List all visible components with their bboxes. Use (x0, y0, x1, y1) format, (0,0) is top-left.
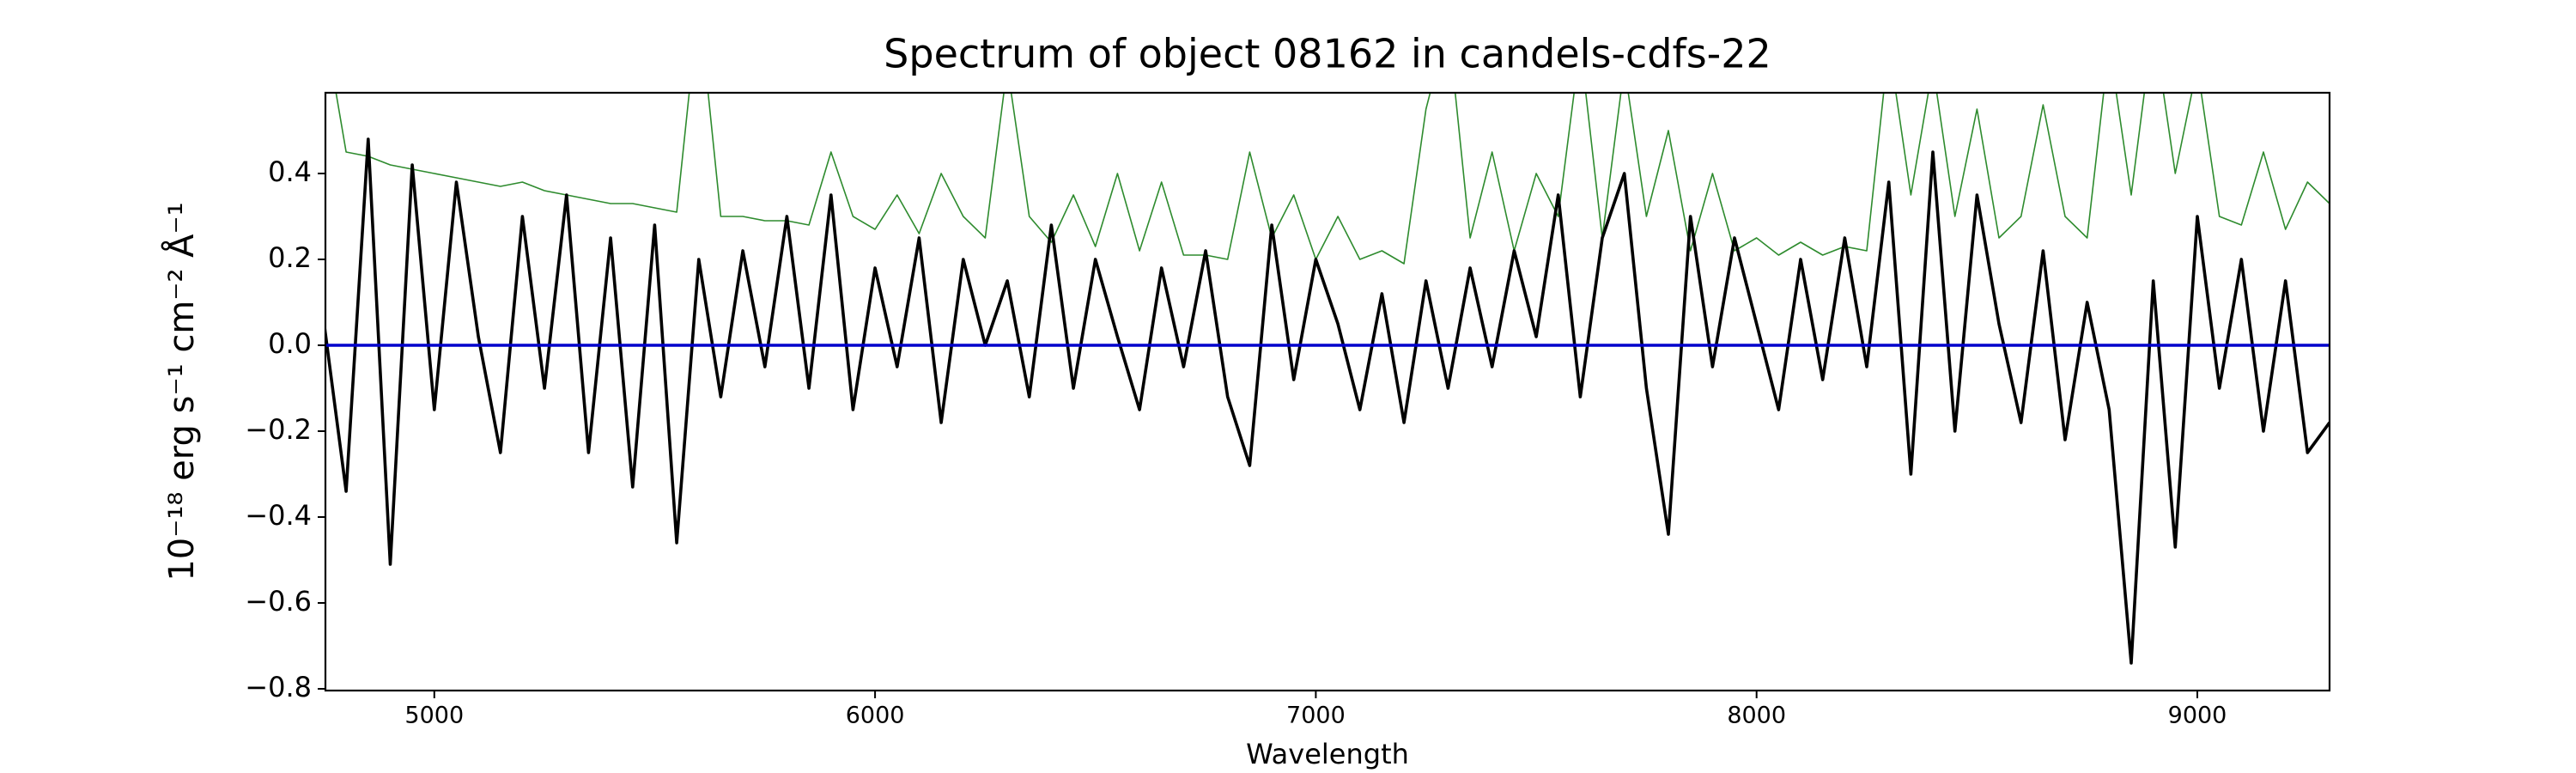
y-tick-label: −0.2 (245, 413, 312, 446)
y-tick-label: −0.4 (245, 499, 312, 532)
chart-title: Spectrum of object 08162 in candels-cdfs… (884, 31, 1771, 77)
spectrum-line (335, 93, 2330, 265)
x-tick-label: 5000 (404, 703, 464, 729)
axes-frame (324, 91, 2331, 692)
y-tick-label: −0.6 (245, 585, 312, 618)
y-tick-label: −0.8 (245, 671, 312, 703)
y-tick-label: 0.4 (268, 155, 312, 188)
y-tick-label: 0.0 (268, 327, 312, 360)
x-tick-label: 7000 (1286, 703, 1346, 729)
x-axis-label: Wavelength (1246, 738, 1409, 770)
x-tick-label: 9000 (2168, 703, 2227, 729)
y-tick-label: 0.2 (268, 241, 312, 274)
spectrum-line (325, 137, 2330, 665)
x-tick-label: 8000 (1727, 703, 1786, 729)
y-axis-label: 10⁻¹⁸ erg s⁻¹ cm⁻² Å⁻¹ (161, 202, 202, 581)
plot-area (325, 93, 2330, 665)
x-tick-label: 6000 (846, 703, 905, 729)
